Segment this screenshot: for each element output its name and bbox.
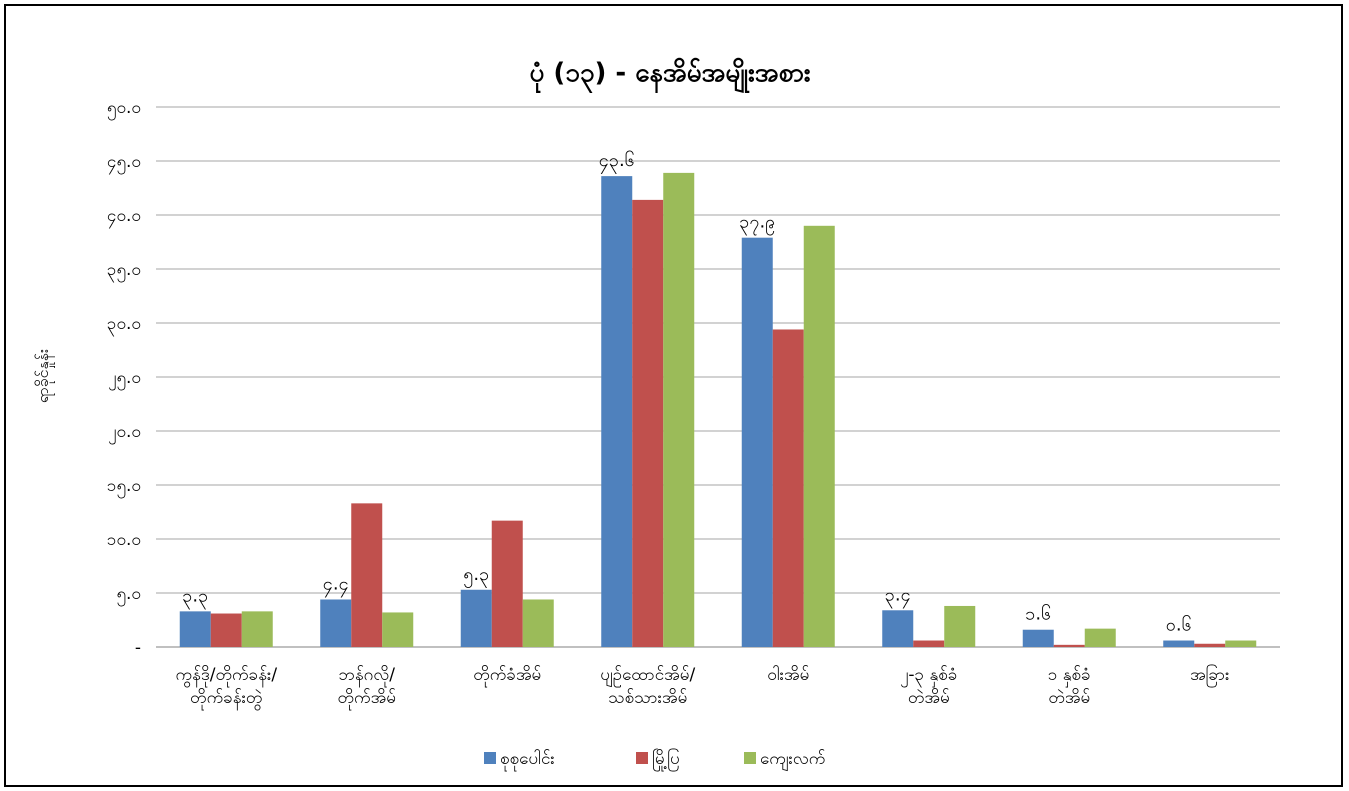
chart-title: ပုံ (၁၃) - နေအိမ်အမျိုးအစား: [529, 57, 810, 94]
category-label: ၁ နှစ်ခံ: [1048, 665, 1091, 688]
bar: [944, 605, 976, 647]
data-label: ၀.၆: [1166, 615, 1192, 636]
category-label: သစ်သားအိမ်: [608, 688, 687, 708]
category-labels: ကွန်ဒို/တိုက်ခန်း/တိုက်ခန်းတွဲဘန်ဂလို/တိ…: [175, 663, 1229, 711]
bar: [1194, 643, 1226, 647]
bar: [491, 520, 523, 647]
category-label: တဲအိမ်: [908, 688, 950, 708]
category-label: ဝါးအိမ်: [767, 664, 809, 685]
y-tick-label: ၂၀.၀: [108, 422, 141, 445]
bar: [460, 589, 492, 647]
chart-frame: ပုံ (၁၃) - နေအိမ်အမျိုးအစား ရာခိုင်နှုန်…: [4, 4, 1343, 787]
y-tick-labels: - ၅.၀ ၁၀.၀ ၁၅.၀ ၂၀.၀ ၂၅.၀ ၃၀.၀ ၃၅.၀ ၄၀.၀ ၄၅.၀ ၅၀.၀: [107, 98, 141, 658]
chart-svg: ပုံ (၁၃) - နေအိမ်အမျိုးအစား ရာခိုင်နှုန်…: [33, 57, 1280, 772]
bar: [241, 611, 273, 647]
bar: [803, 225, 835, 648]
legend-label: ကျေးလက်: [760, 749, 825, 772]
y-axis-title: ရာခိုင်နှုန်း: [33, 349, 55, 403]
data-label: ၃၇.၉: [739, 212, 775, 236]
category-label: ၂-၃ နှစ်ခံ: [900, 665, 957, 688]
data-label: ၄၃.၆: [599, 150, 635, 174]
data-label: ၃.၃: [182, 585, 208, 609]
y-tick-label: ၂၅.၀: [108, 368, 141, 391]
category-label: တိုက်ခန်းတွဲ: [190, 688, 262, 711]
bar: [351, 503, 383, 647]
data-label: ၁.၆: [1025, 604, 1051, 625]
data-label: ၅.၃: [463, 564, 489, 588]
category-label: အခြား: [1190, 663, 1229, 688]
y-tick-label: ၁၅.၀: [107, 476, 141, 499]
bar: [632, 199, 664, 647]
category-label: တိုက်ခံအိမ်: [473, 665, 541, 688]
legend-swatch: [636, 752, 648, 764]
category-label: တိုက်အိမ်: [337, 688, 396, 711]
y-tick-label: ၃၀.၀: [107, 314, 141, 337]
bar: [179, 611, 211, 647]
bar: [1053, 644, 1085, 647]
bar: [741, 237, 773, 647]
y-tick-label: ၃၅.၀: [107, 260, 141, 283]
category-label: ဘန်ဂလို/: [338, 665, 395, 688]
legend-label: စုစုပေါင်း: [500, 748, 555, 772]
bar: [1084, 628, 1116, 647]
bars: [179, 172, 1257, 648]
category-label: ကွန်ဒို/တိုက်ခန်း/: [175, 665, 277, 688]
legend: စုစုပေါင်း မြို့ပြ ကျေးလက်: [484, 747, 825, 772]
bar: [210, 613, 242, 647]
y-tick-label: -: [135, 638, 141, 658]
data-label: ၃.၄: [885, 584, 911, 608]
bar: [663, 172, 695, 647]
bar: [772, 329, 804, 647]
legend-swatch: [744, 752, 756, 764]
y-tick-label: ၅၀.၀: [107, 98, 141, 121]
bar: [601, 176, 633, 647]
y-tick-label: ၁၀.၀: [107, 530, 141, 550]
bar: [382, 612, 414, 647]
y-tick-label: ၄၀.၀: [107, 206, 141, 229]
bar: [1022, 629, 1054, 647]
legend-label: မြို့ပြ: [652, 747, 680, 772]
y-tick-label: ၅.၀: [116, 584, 141, 607]
data-labels: ၃.၃ ၄.၄ ၅.၃ ၄၃.၆၃၇.၉၃.၄၁.၆၀.၆: [182, 150, 1191, 635]
category-label: ပျဉ်ထောင်အိမ်/: [600, 665, 695, 688]
legend-swatch: [484, 752, 496, 764]
bar: [1163, 640, 1195, 647]
y-tick-label: ၄၅.၀: [107, 152, 141, 175]
bar: [882, 610, 914, 647]
bar: [913, 640, 945, 647]
data-label: ၄.၄: [323, 573, 349, 597]
bar: [522, 599, 554, 647]
bar: [1225, 640, 1257, 647]
category-label: တဲအိမ်: [1048, 688, 1090, 708]
bar: [320, 599, 352, 647]
gridlines: [156, 106, 1280, 648]
